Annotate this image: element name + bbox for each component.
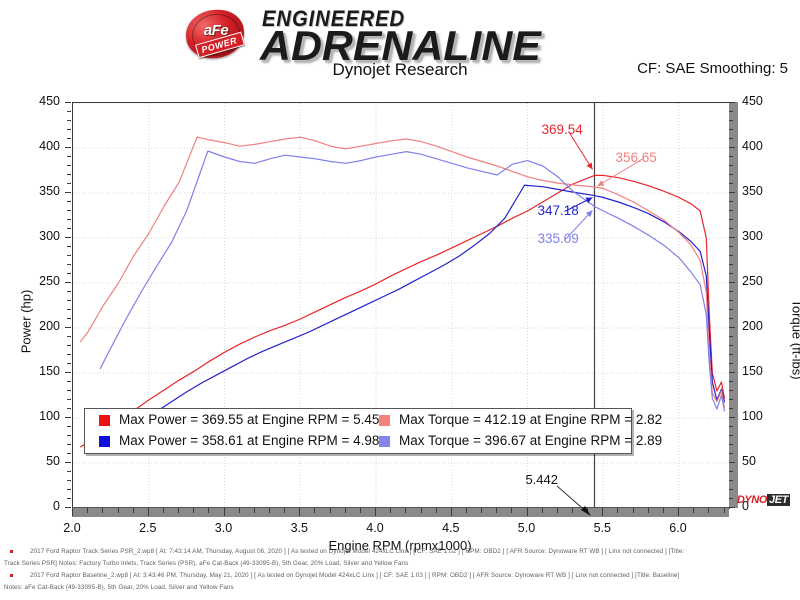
x-axis-title: Engine RPM (rpmx1000) <box>328 538 472 553</box>
legend-swatch-torque-baseline <box>379 436 390 447</box>
afe-logo-text: aFe <box>203 22 229 39</box>
legend-box: Max Power = 369.55 at Engine RPM = 5.45 … <box>84 408 662 454</box>
value-label: 335.09 <box>537 231 579 247</box>
value-label: 347.18 <box>537 202 579 218</box>
value-label: 369.54 <box>541 122 583 138</box>
adrenaline-wordmark: ADRENALINE <box>260 22 541 69</box>
dynojet-watermark: DYNO JET <box>737 494 790 506</box>
cf-smoothing-label: CF: SAE Smoothing: 5 <box>637 60 788 77</box>
legend-label-torque-psr: Max Torque = 412.19 at Engine RPM = 2.82 <box>399 412 663 427</box>
footer-line-1: 2017 Ford Raptor Track Series PSR_2.wp8 … <box>30 548 685 555</box>
cursor-rpm-label: 5.442 <box>525 472 558 487</box>
afe-power-logo-icon: aFe POWER <box>183 7 248 61</box>
footer-line-4: Notes: aFe Cat-Back (49-33095-B), 5th Ge… <box>4 584 234 591</box>
chart-header: aFe POWER ENGINEERED ADRENALINE Dynojet … <box>0 0 800 92</box>
chart-subtitle: Dynojet Research <box>332 60 468 79</box>
dynojet-watermark-dyno: DYNO <box>736 494 768 506</box>
dyno-chart: Power (hp) Torque (ft-lbs) 0 50 100 150 200 2… <box>0 92 800 553</box>
legend-swatch-torque-psr <box>379 415 390 426</box>
legend-label-torque-baseline: Max Torque = 396.67 at Engine RPM = 2.89 <box>399 433 663 448</box>
cursor-arrow-icon <box>557 485 592 516</box>
engineered-wordmark: ENGINEERED <box>262 6 406 31</box>
y-axis-right-title: Torque (ft-lbs) <box>789 299 800 380</box>
legend-swatch-power-baseline <box>99 436 110 447</box>
value-label: 356.65 <box>615 150 657 165</box>
dynojet-watermark-jet: JET <box>767 494 790 506</box>
footer-line-2: Track Series PSR] Notes: Factory Turbo I… <box>4 560 409 567</box>
afe-power-adrenaline-logo: aFe POWER ENGINEERED ADRENALINE <box>183 4 606 69</box>
legend-label-power-baseline: Max Power = 358.61 at Engine RPM = 4.98 <box>119 433 380 448</box>
footer-bullet-icon <box>10 574 13 577</box>
data-curves <box>79 131 726 450</box>
y-axis-right-strip <box>729 102 738 508</box>
legend-row: Max Power = 369.55 at Engine RPM = 5.45 … <box>85 410 662 431</box>
x-axis-strip <box>72 507 729 517</box>
footer-bullet-icon <box>10 550 13 553</box>
legend-label-power-psr: Max Power = 369.55 at Engine RPM = 5.45 <box>119 412 380 427</box>
legend-swatch-power-psr <box>99 415 110 426</box>
footer-line-3: 2017 Ford Raptor Baseline_2.wp8 [ At: 3:… <box>30 572 680 579</box>
chart-footer-notes: 2017 Ford Raptor Track Series PSR_2.wp8 … <box>0 536 800 600</box>
legend-row: Max Power = 358.61 at Engine RPM = 4.98 … <box>85 431 662 452</box>
